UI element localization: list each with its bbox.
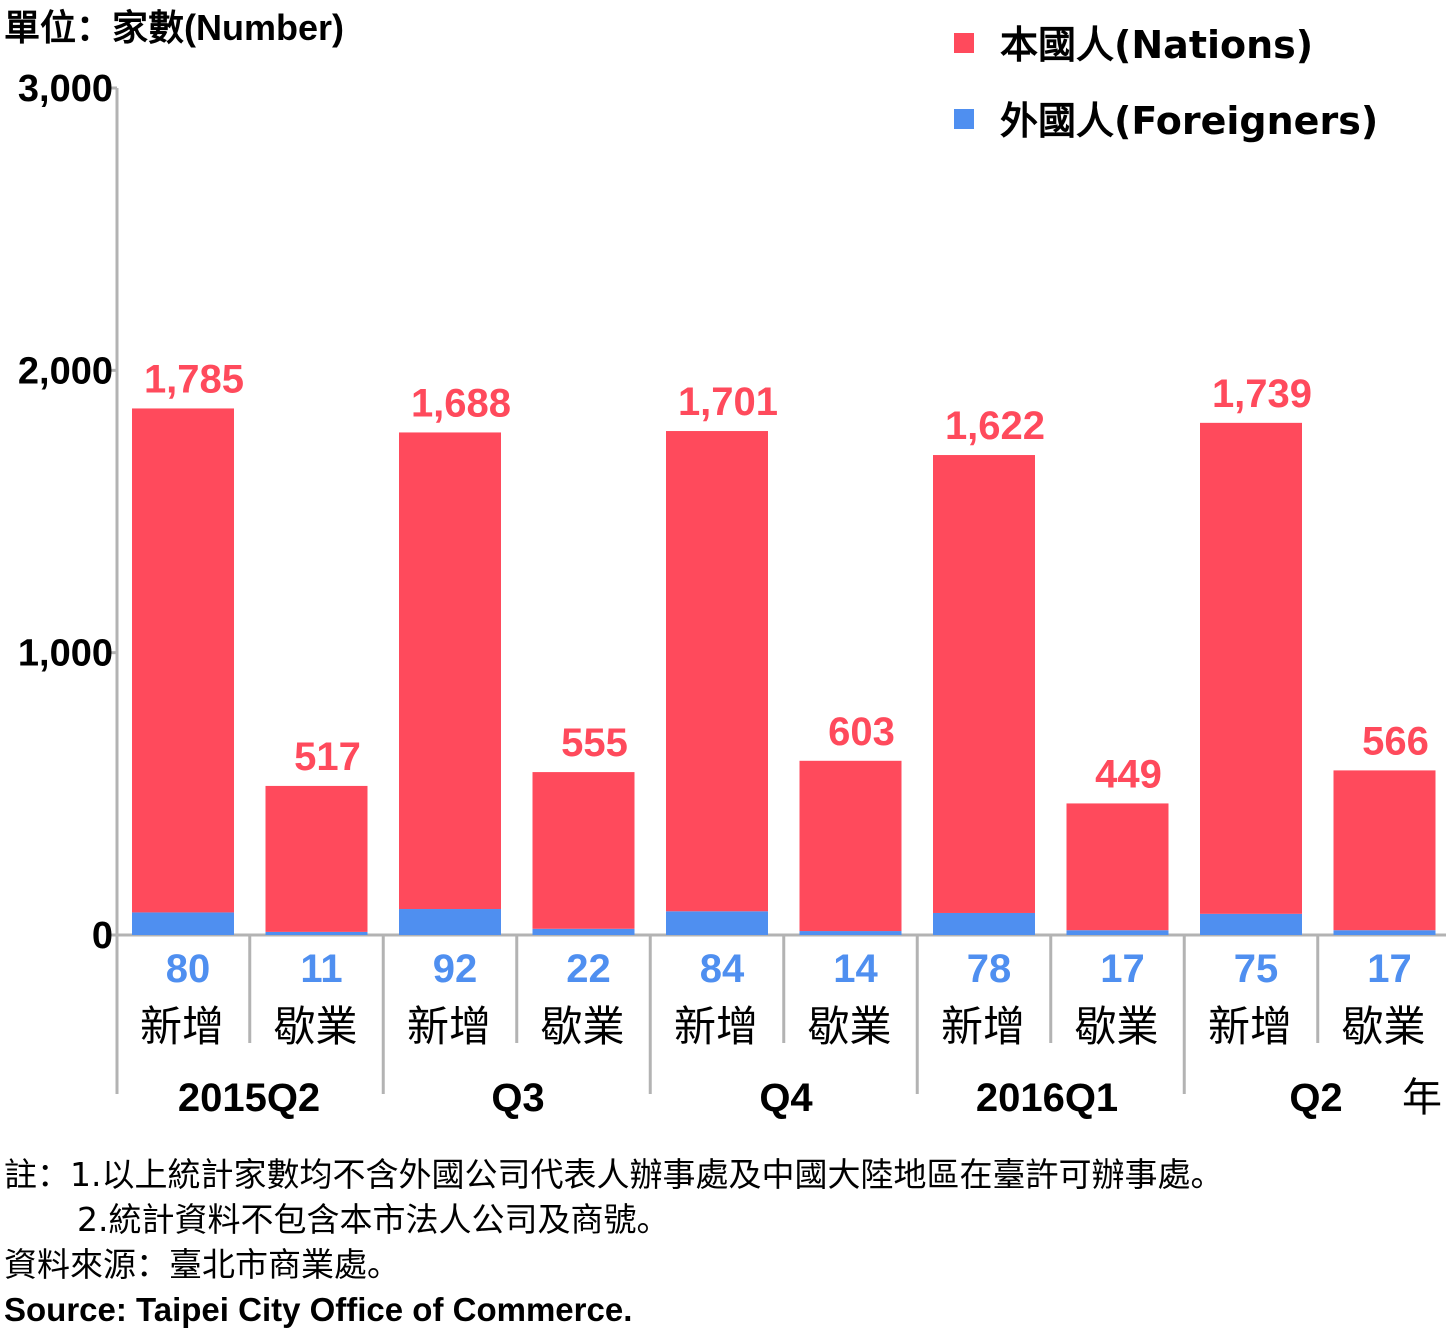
x-tick-label: 歇業	[1341, 1002, 1425, 1051]
data-label-foreigners: 17	[1367, 947, 1412, 991]
bar-nations	[399, 432, 501, 910]
data-label-foreigners: 75	[1234, 947, 1279, 991]
bar-nations	[933, 455, 1035, 913]
source-en: Source: Taipei City Office of Commerce.	[4, 1291, 633, 1328]
data-label-nations: 566	[1362, 719, 1429, 763]
legend-swatch	[954, 33, 974, 53]
bar-foreigners	[265, 931, 368, 935]
bar-foreigners	[1333, 930, 1436, 935]
data-label-foreigners: 78	[967, 947, 1012, 991]
x-tick-label: 歇業	[807, 1002, 891, 1051]
data-label-nations: 1,688	[411, 381, 511, 425]
unit-label: 單位：家數(Number)	[4, 7, 344, 48]
bar-foreigners	[399, 909, 501, 935]
bar-foreigners	[1066, 930, 1169, 935]
note-1: 註：1.以上統計家數均不含外國公司代表人辦事處及中國大陸地區在臺許可辦事處。	[4, 1155, 1224, 1194]
x-tick-label: 歇業	[540, 1002, 624, 1051]
group-label: Q3	[491, 1076, 544, 1120]
group-label: Q2	[1289, 1076, 1342, 1120]
x-tick-label: 歇業	[1074, 1002, 1158, 1051]
bar-nations	[132, 408, 234, 913]
data-label-nations: 603	[828, 710, 895, 754]
bar-foreigners	[799, 931, 902, 935]
data-label-nations: 449	[1095, 752, 1162, 796]
bar-nations	[799, 760, 902, 932]
bar-foreigners	[532, 928, 635, 935]
legend-label: 本國人(Nations)	[1000, 23, 1313, 67]
bar-nations	[1066, 803, 1169, 931]
data-label-foreigners: 80	[166, 947, 211, 991]
group-label: 2016Q1	[976, 1076, 1118, 1120]
y-tick-label: 0	[92, 915, 113, 957]
bar-nations	[1333, 770, 1436, 931]
bar-foreigners	[132, 912, 234, 935]
data-labels: 1,785 80 新增 517 11 歇業 1,688 92 新增 555 22 歇業 1,701 84 新…	[140, 357, 1442, 1121]
data-label-foreigners: 22	[566, 947, 611, 991]
data-label-foreigners: 84	[700, 947, 745, 991]
bar-nations	[1200, 422, 1302, 914]
x-tick-label: 歇業	[273, 1002, 357, 1051]
legend: 本國人(Nations) 外國人(Foreigners)	[954, 23, 1378, 143]
footnotes: 註：1.以上統計家數均不含外國公司代表人辦事處及中國大陸地區在臺許可辦事處。 2…	[4, 1152, 1224, 1332]
data-label-nations: 1,739	[1212, 372, 1312, 416]
year-label: 年	[1402, 1075, 1442, 1121]
legend-label: 外國人(Foreigners)	[1000, 99, 1378, 143]
bar-chart: 單位：家數(Number) 0 1,000 2,000 3,000 1,785 80 新增 5…	[4, 7, 1446, 1121]
y-tick-label: 2,000	[18, 350, 113, 392]
x-tick-label: 新增	[674, 1002, 758, 1051]
data-label-nations: 1,701	[678, 380, 778, 424]
x-tick-label: 新增	[941, 1002, 1025, 1051]
bar-nations	[265, 785, 368, 932]
data-label-foreigners: 92	[433, 947, 478, 991]
y-tick-label: 3,000	[18, 68, 113, 110]
data-label-nations: 1,785	[144, 357, 244, 401]
bar-foreigners	[933, 912, 1035, 935]
group-label: 2015Q2	[178, 1076, 320, 1120]
y-tick-label: 1,000	[18, 633, 113, 675]
data-label-nations: 555	[561, 721, 628, 765]
x-tick-label: 新增	[140, 1002, 224, 1051]
note-2: 2.統計資料不包含本市法人公司及商號。	[77, 1200, 670, 1239]
bar-foreigners	[666, 911, 768, 935]
bars	[132, 408, 1436, 935]
data-label-foreigners: 11	[300, 947, 342, 991]
data-label-nations: 1,622	[945, 404, 1045, 448]
x-tick-label: 新增	[407, 1002, 491, 1051]
data-label-nations: 517	[294, 735, 361, 779]
group-label: Q4	[759, 1076, 813, 1120]
bar-nations	[532, 772, 635, 929]
source-zh: 資料來源：臺北市商業處。	[4, 1245, 400, 1284]
data-label-foreigners: 14	[833, 947, 878, 991]
bar-nations	[666, 431, 768, 912]
axes: 單位：家數(Number) 0 1,000 2,000 3,000	[4, 7, 1446, 1094]
x-tick-label: 新增	[1208, 1002, 1292, 1051]
data-label-foreigners: 17	[1100, 947, 1145, 991]
bar-foreigners	[1200, 913, 1302, 935]
legend-swatch	[954, 109, 974, 129]
